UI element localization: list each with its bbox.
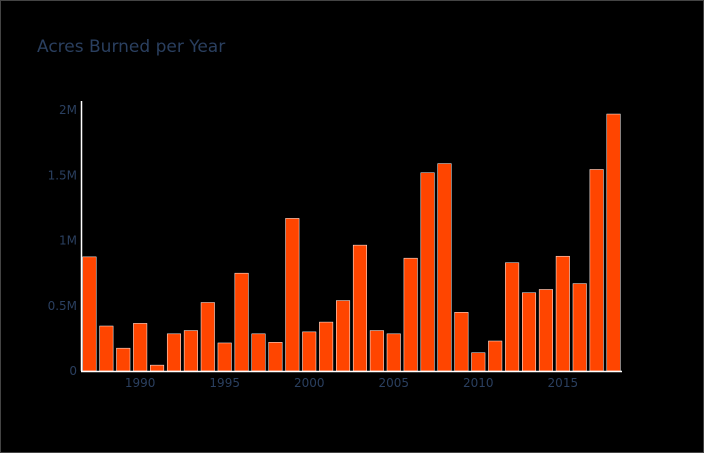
bars-group bbox=[82, 113, 621, 372]
y-tick-label: 1.5M bbox=[48, 168, 77, 182]
bar-1992 bbox=[166, 333, 181, 372]
bar-1994 bbox=[200, 302, 215, 372]
bar-2002 bbox=[336, 300, 351, 372]
y-tick-label: 0 bbox=[69, 364, 77, 378]
bar-2012 bbox=[505, 262, 520, 372]
bar-1998 bbox=[268, 342, 283, 372]
x-tick-label: 2000 bbox=[294, 376, 325, 390]
bar-2006 bbox=[403, 257, 418, 372]
x-tick-label: 2015 bbox=[548, 376, 579, 390]
bar-2009 bbox=[454, 312, 469, 372]
bar-1987 bbox=[82, 256, 97, 372]
bar-2001 bbox=[319, 321, 334, 372]
x-tick-label: 1990 bbox=[125, 376, 156, 390]
bar-1990 bbox=[133, 323, 148, 372]
bar-1997 bbox=[251, 333, 266, 372]
bar-2008 bbox=[437, 163, 452, 372]
bar-2007 bbox=[420, 172, 435, 372]
x-tick-label: 1995 bbox=[209, 376, 240, 390]
bar-2003 bbox=[352, 244, 367, 372]
bar-2017 bbox=[589, 169, 604, 372]
y-axis: 0 0.5M 1M 1.5M 2M bbox=[48, 101, 83, 378]
bar-2013 bbox=[522, 292, 537, 372]
bar-1995 bbox=[217, 342, 232, 372]
chart-title: Acres Burned per Year bbox=[37, 37, 225, 57]
bar-2016 bbox=[572, 283, 587, 372]
bar-2004 bbox=[369, 330, 384, 372]
bar-1989 bbox=[116, 347, 131, 372]
y-tick-label: 0.5M bbox=[48, 299, 77, 313]
x-tick-label: 2010 bbox=[463, 376, 494, 390]
x-axis: 1990 1995 2000 2005 2010 2015 bbox=[81, 370, 622, 390]
bar-2005 bbox=[386, 333, 401, 372]
bar-2011 bbox=[488, 340, 503, 372]
bar-2014 bbox=[538, 289, 553, 372]
bar-1993 bbox=[183, 330, 198, 372]
x-tick-label: 2005 bbox=[378, 376, 409, 390]
bar-1988 bbox=[99, 325, 114, 372]
bar-1999 bbox=[285, 218, 300, 372]
y-tick-label: 2M bbox=[59, 103, 77, 117]
bar-2000 bbox=[302, 331, 317, 372]
bar-1991 bbox=[150, 364, 165, 372]
y-tick-label: 1M bbox=[59, 234, 77, 248]
bar-1996 bbox=[234, 272, 249, 372]
bar-2018 bbox=[606, 113, 621, 372]
bar-2015 bbox=[555, 255, 570, 372]
bar-2010 bbox=[471, 352, 486, 372]
